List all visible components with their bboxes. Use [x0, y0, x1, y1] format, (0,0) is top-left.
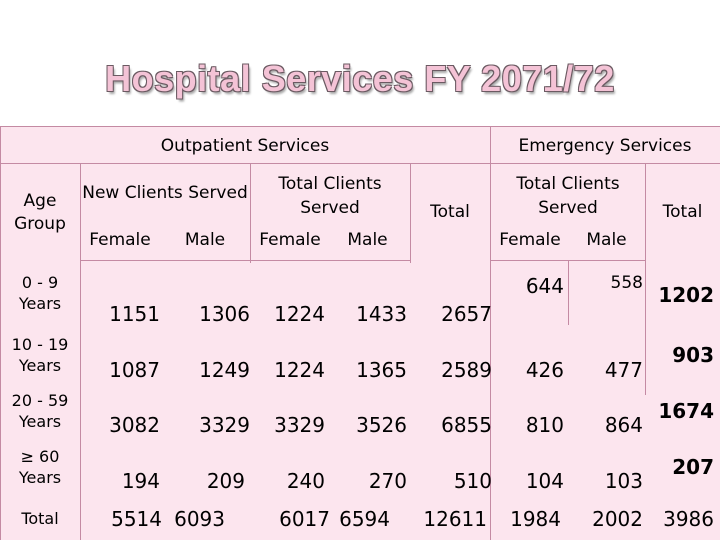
cell-0-op-tot-female: 1224	[274, 302, 325, 326]
cell-1-em-female: 426	[525, 358, 564, 382]
age-group-header: Age Group	[14, 191, 66, 234]
row-label-total: Total	[21, 509, 59, 528]
op-total-clients-header: Total Clients Served	[278, 174, 382, 218]
op-tot-female-header: Female	[259, 230, 321, 250]
cell-2-op-new-female: 3082	[109, 413, 160, 437]
cell-3-em-female: 104	[525, 469, 564, 493]
cell-3-op-total: 510	[453, 469, 492, 493]
cell-1-op-tot-male: 1365	[356, 358, 407, 382]
em-total-header: Total	[662, 202, 703, 222]
cell-3-em-total: 207	[672, 455, 714, 479]
cell-1-em-total: 903	[672, 343, 714, 367]
cell-4-op-total: 12611	[423, 507, 487, 531]
outpatient-header: Outpatient Services	[160, 136, 330, 156]
cell-4-em-female: 1984	[510, 507, 561, 531]
cell-1-em-male: 477	[604, 358, 643, 382]
em-male-header: Male	[586, 230, 627, 250]
cell-1-op-new-male: 1249	[199, 358, 250, 382]
page-title: Hospital Services FY 2071/72	[105, 58, 615, 99]
em-total-clients-header: Total Clients Served	[516, 174, 620, 218]
cell-0-em-male: 558	[610, 273, 643, 293]
row-label-0-9: 0 - 9 Years	[18, 273, 62, 313]
cell-3-op-tot-female: 240	[286, 469, 325, 493]
row-label-10-19: 10 - 19 Years	[11, 335, 69, 375]
cell-3-em-male: 103	[604, 469, 643, 493]
row-label-60-plus: ≥ 60 Years	[18, 447, 62, 487]
cell-1-op-new-female: 1087	[109, 358, 160, 382]
cell-0-em-female: 644	[525, 274, 564, 298]
cell-4-op-new-male: 6093	[174, 507, 225, 531]
cell-3-op-new-female: 194	[121, 469, 160, 493]
cell-2-em-male: 864	[604, 413, 643, 437]
cell-4-op-tot-male: 6594	[339, 507, 390, 531]
cell-4-op-tot-female: 6017	[279, 507, 330, 531]
cell-3-op-tot-male: 270	[368, 469, 407, 493]
op-new-female-header: Female	[89, 230, 151, 250]
cell-2-op-tot-female: 3329	[274, 413, 325, 437]
cell-1-op-total: 2589	[441, 358, 492, 382]
cell-4-em-total: 3986	[663, 507, 714, 531]
cell-2-op-tot-male: 3526	[356, 413, 407, 437]
cell-0-em-total: 1202	[658, 283, 714, 307]
cell-2-op-new-male: 3329	[199, 413, 250, 437]
cell-4-em-male: 2002	[592, 507, 643, 531]
cell-2-op-total: 6855	[441, 413, 492, 437]
cell-4-op-new-female: 5514	[111, 507, 162, 531]
cell-3-op-new-male: 209	[206, 469, 245, 493]
services-table	[0, 126, 720, 540]
cell-0-op-new-female: 1151	[109, 302, 160, 326]
cell-0-op-new-male: 1306	[199, 302, 250, 326]
cell-0-op-tot-male: 1433	[356, 302, 407, 326]
row-label-20-59: 20 - 59 Years	[11, 391, 69, 431]
cell-2-em-female: 810	[525, 413, 564, 437]
emergency-header: Emergency Services	[518, 136, 692, 156]
op-new-male-header: Male	[184, 230, 226, 250]
em-female-header: Female	[499, 230, 561, 250]
cell-1-op-tot-female: 1224	[274, 358, 325, 382]
cell-0-op-total: 2657	[441, 302, 492, 326]
op-total-header: Total	[430, 202, 470, 222]
cell-2-em-total: 1674	[658, 399, 714, 423]
op-tot-male-header: Male	[347, 230, 388, 250]
new-clients-header: New Clients Served	[82, 183, 248, 203]
